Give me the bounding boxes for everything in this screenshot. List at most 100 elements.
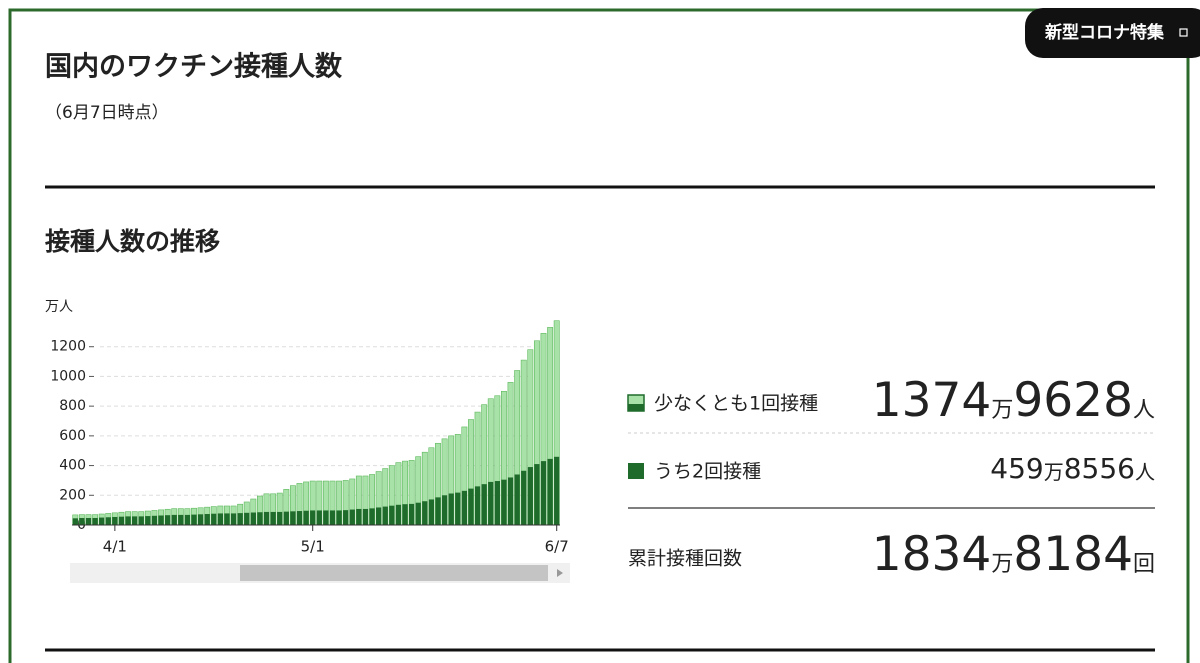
bar: [441, 495, 448, 525]
bar: [277, 511, 283, 525]
bar: [112, 516, 118, 525]
x-tick-label: 5/1: [301, 538, 325, 556]
bar: [237, 513, 243, 525]
bar: [540, 461, 547, 525]
bar: [534, 464, 540, 525]
stat-value: 459万8556人: [990, 452, 1155, 485]
page-subtitle: （6月7日時点）: [45, 103, 169, 123]
bar: [296, 511, 303, 525]
legend-label: うち2回接種: [654, 461, 761, 483]
bar: [85, 518, 92, 525]
stat-value: 1834万8184回: [872, 527, 1155, 582]
bar: [283, 511, 289, 525]
bar: [310, 510, 316, 525]
bar: [230, 513, 237, 525]
bar: [92, 518, 98, 525]
bar: [435, 497, 441, 525]
bar: [494, 481, 500, 525]
bar: [105, 517, 111, 525]
bar: [554, 456, 560, 525]
bar: [72, 518, 78, 525]
bar: [191, 514, 197, 525]
bar: [290, 511, 296, 525]
bar: [145, 516, 151, 525]
legend-swatch: [628, 463, 644, 479]
bar: [468, 488, 474, 525]
frame: [8, 8, 1190, 663]
bar: [455, 492, 461, 525]
bar: [514, 474, 520, 525]
bar: [521, 470, 527, 525]
y-tick-label: 200: [59, 487, 86, 503]
bar: [138, 516, 144, 525]
y-tick-label: 1000: [50, 368, 86, 384]
bar: [204, 514, 210, 525]
stat-unit: 万: [991, 398, 1013, 423]
x-tick-label: 6/7: [545, 538, 569, 556]
bar: [501, 479, 507, 525]
stat-value: 1374万9628人: [872, 373, 1155, 428]
bar: [329, 510, 336, 525]
bar: [118, 516, 125, 525]
bar: [395, 504, 402, 525]
bar: [356, 508, 362, 525]
stat-digits: 1834: [872, 527, 992, 582]
bar: [171, 514, 177, 525]
stat-digits: 9628: [1013, 373, 1133, 428]
bar: [79, 518, 85, 525]
bar: [408, 503, 415, 525]
stat-unit: 万: [1044, 460, 1064, 484]
y-tick-label: 600: [59, 428, 86, 444]
bar: [263, 511, 270, 525]
bar: [250, 512, 256, 525]
stat-unit: 回: [1133, 552, 1155, 577]
y-tick-label: 1200: [50, 339, 86, 355]
bar: [151, 515, 158, 525]
stat-unit: 人: [1135, 460, 1155, 484]
scroll-thumb[interactable]: [240, 565, 548, 581]
external-icon: [1179, 28, 1188, 37]
bar: [270, 511, 276, 525]
bar: [125, 516, 131, 525]
bar: [164, 515, 171, 525]
bar: [481, 484, 487, 525]
bar: [158, 515, 164, 525]
legend-swatch-part: [628, 404, 644, 411]
bar: [303, 510, 309, 525]
bar: [547, 458, 553, 525]
bar: [488, 481, 494, 525]
bar: [323, 510, 329, 525]
stat-digits: 459: [990, 452, 1043, 485]
bar: [316, 510, 322, 525]
page-title: 国内のワクチン接種人数: [45, 52, 342, 83]
bar: [428, 499, 435, 525]
scroll-arrow[interactable]: [557, 569, 563, 577]
y-tick-label: 800: [59, 398, 86, 414]
stat-digits: 8184: [1013, 527, 1133, 582]
badge-label[interactable]: 新型コロナ特集: [1044, 22, 1165, 43]
bar: [415, 502, 421, 525]
bar: [343, 510, 349, 525]
section-title: 接種人数の推移: [45, 227, 220, 256]
bar: [376, 507, 382, 525]
stat-unit: 万: [991, 552, 1013, 577]
stat-digits: 8556: [1064, 452, 1135, 485]
stat-label: 累計接種回数: [628, 548, 742, 570]
badge[interactable]: [1025, 8, 1200, 58]
bar: [507, 477, 514, 525]
bar: [422, 501, 428, 525]
bar: [224, 513, 230, 525]
chart: 0200400600800100012004/15/16/7: [50, 320, 569, 556]
bar: [474, 486, 481, 525]
stat-unit: 人: [1133, 398, 1155, 423]
bar: [389, 505, 395, 525]
bar: [132, 516, 138, 525]
bar: [527, 467, 533, 525]
bar: [362, 508, 369, 525]
y-unit: 万人: [45, 299, 73, 315]
y-tick-label: 400: [59, 458, 86, 474]
bar: [178, 514, 184, 525]
bar: [336, 510, 342, 525]
